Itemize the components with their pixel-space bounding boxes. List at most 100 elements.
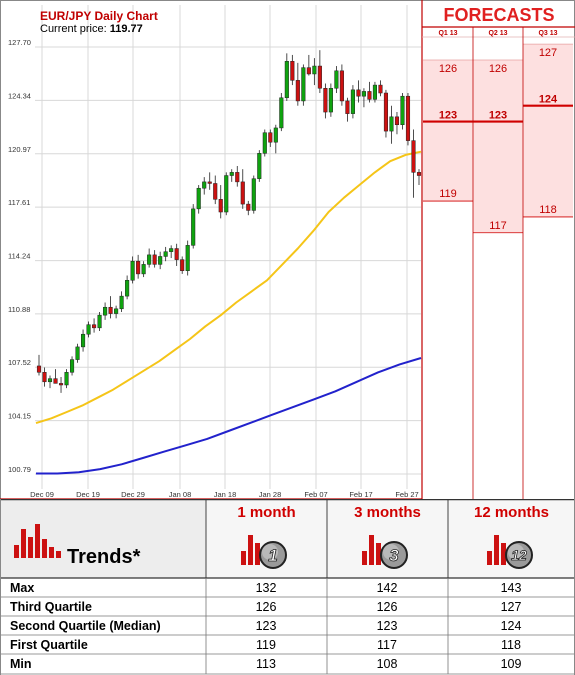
table-cell: 132 bbox=[255, 581, 277, 595]
y-tick-label: 110.88 bbox=[8, 305, 30, 314]
bullish-candle bbox=[75, 343, 80, 363]
table-cell: 118 bbox=[501, 638, 521, 652]
candle-body bbox=[295, 80, 300, 102]
candle-body bbox=[92, 324, 97, 329]
row-label-second-quartile-median: Second Quartile (Median) bbox=[10, 619, 161, 633]
row-label-max: Max bbox=[10, 581, 35, 595]
bearish-candle bbox=[317, 50, 322, 94]
bullish-candle bbox=[69, 356, 75, 376]
candle-body bbox=[301, 67, 306, 102]
candle-body bbox=[257, 153, 262, 179]
candle-body bbox=[240, 181, 245, 205]
bearish-candle bbox=[268, 129, 273, 147]
bullish-candle bbox=[158, 251, 163, 270]
bearish-candle bbox=[345, 97, 350, 122]
table-cell: 126 bbox=[255, 600, 277, 614]
column-header-3-months: 3 months bbox=[354, 504, 421, 521]
candle-body bbox=[58, 383, 64, 386]
candle-body bbox=[36, 365, 42, 373]
candle-body bbox=[273, 127, 278, 143]
trends-bars-icon bbox=[14, 520, 62, 565]
three-month-badge-icon: 3 bbox=[360, 527, 410, 576]
candle-body bbox=[152, 254, 157, 265]
candle-body bbox=[317, 65, 322, 89]
median-label: 123 bbox=[439, 110, 457, 122]
bearish-candle bbox=[416, 169, 422, 186]
bearish-candle bbox=[218, 185, 223, 219]
candle-body bbox=[158, 256, 163, 265]
candle-body bbox=[86, 324, 91, 335]
bullish-candle bbox=[312, 58, 317, 86]
first-quartile-label: 117 bbox=[489, 220, 507, 232]
bullish-candle bbox=[279, 93, 284, 132]
y-tick-label: 124.34 bbox=[8, 91, 31, 100]
candle-body bbox=[383, 92, 389, 132]
bearish-candle bbox=[290, 54, 295, 86]
bearish-candle bbox=[174, 243, 179, 266]
bullish-candle bbox=[350, 85, 355, 119]
trends-label: Trends* bbox=[67, 546, 141, 568]
bearish-candle bbox=[383, 89, 389, 138]
forecast-bands: 126 123 119 126 123 117 127 124 118 bbox=[423, 43, 573, 234]
bearish-candle bbox=[394, 112, 400, 135]
bearish-candle bbox=[240, 169, 245, 209]
candle-body bbox=[350, 89, 355, 114]
bullish-candle bbox=[103, 302, 108, 320]
candle-body bbox=[345, 100, 350, 114]
candle-body bbox=[306, 67, 311, 75]
axis-ticks: 127.70 124.34 120.97 117.61 114.24 110.88 107.… bbox=[8, 38, 419, 499]
badge-number-12: 12 bbox=[511, 547, 527, 563]
bullish-candle bbox=[169, 245, 174, 259]
bearish-candle bbox=[378, 80, 383, 97]
bearish-candle bbox=[306, 54, 311, 76]
quarter-label-q1: Q1 13 bbox=[438, 30, 458, 37]
table-cell: 108 bbox=[376, 657, 398, 671]
candle-body bbox=[47, 378, 53, 383]
chart-grid bbox=[35, 5, 421, 489]
candle-body bbox=[202, 181, 207, 189]
candlesticks bbox=[36, 50, 422, 393]
candle-body bbox=[141, 264, 146, 275]
bearish-candle bbox=[235, 166, 240, 187]
bullish-candle bbox=[334, 66, 339, 94]
x-tick-label: Feb 17 bbox=[349, 490, 372, 499]
x-tick-label: Jan 28 bbox=[259, 490, 282, 499]
y-tick-label: 104.15 bbox=[8, 412, 31, 421]
candle-body bbox=[64, 372, 69, 386]
candle-body bbox=[125, 280, 130, 297]
bearish-candle bbox=[356, 80, 361, 103]
table-cell: 123 bbox=[255, 619, 277, 633]
candle-body bbox=[42, 372, 47, 383]
bullish-candle bbox=[202, 177, 207, 195]
current-price-label: Current price: bbox=[40, 23, 107, 35]
bearish-candle bbox=[58, 377, 64, 393]
candle-body bbox=[411, 140, 416, 173]
candle-body bbox=[163, 251, 168, 257]
bearish-candle bbox=[411, 129, 416, 198]
candle-body bbox=[147, 254, 152, 265]
candle-body bbox=[328, 88, 333, 113]
bullish-candle bbox=[389, 105, 394, 144]
y-tick-label: 117.61 bbox=[8, 198, 30, 207]
bearish-candle bbox=[92, 318, 97, 333]
candle-body bbox=[394, 116, 400, 126]
bearish-candle bbox=[367, 81, 372, 103]
bearish-candle bbox=[42, 367, 47, 387]
bullish-candle bbox=[119, 291, 124, 312]
bullish-candle bbox=[114, 305, 119, 319]
candle-body bbox=[196, 187, 201, 210]
table-cell: 109 bbox=[500, 657, 522, 671]
candle-body bbox=[372, 84, 377, 100]
twelve-month-badge-icon: 12 bbox=[485, 527, 535, 576]
y-tick-label: 100.79 bbox=[8, 465, 31, 474]
bullish-candle bbox=[86, 321, 91, 338]
first-quartile-label: 119 bbox=[439, 188, 457, 200]
bullish-candle bbox=[125, 275, 130, 300]
bullish-candle bbox=[257, 150, 262, 182]
bearish-candle bbox=[295, 62, 300, 106]
bearish-candle bbox=[152, 250, 157, 268]
y-tick-label: 114.24 bbox=[8, 252, 30, 261]
candle-body bbox=[191, 208, 196, 246]
candle-body bbox=[97, 314, 102, 329]
